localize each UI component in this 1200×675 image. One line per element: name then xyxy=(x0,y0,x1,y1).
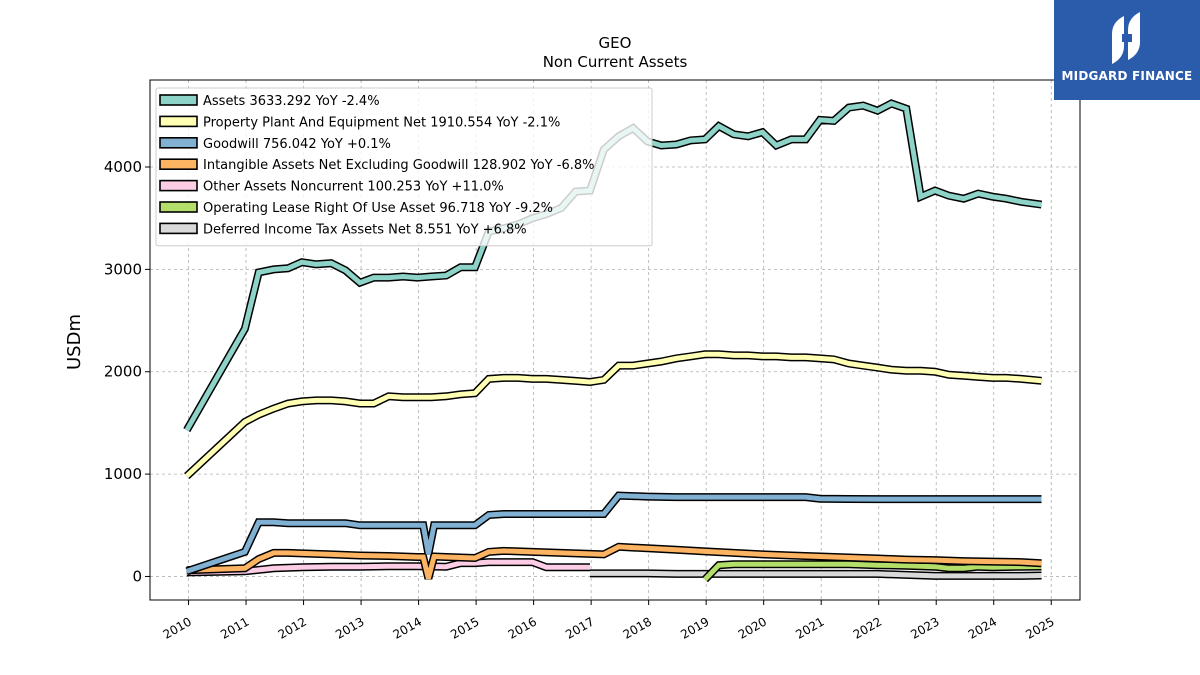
y-tick-label: 3000 xyxy=(104,260,142,278)
legend-label: Assets 3633.292 YoY -2.4% xyxy=(203,94,380,109)
x-tick-label: 2022 xyxy=(851,614,884,641)
x-tick-label: 2010 xyxy=(161,614,194,641)
x-tick-label: 2018 xyxy=(621,614,654,641)
x-tick-label: 2024 xyxy=(966,614,999,641)
legend-item: Other Assets Noncurrent 100.253 YoY +11.… xyxy=(159,179,504,195)
legend-item: Property Plant And Equipment Net 1910.55… xyxy=(159,115,560,130)
legend-label: Goodwill 756.042 YoY +0.1% xyxy=(203,137,391,152)
chart-title: GEO xyxy=(599,34,632,52)
x-tick-label: 2020 xyxy=(736,614,769,641)
legend-item: Intangible Assets Net Excluding Goodwill… xyxy=(159,158,594,173)
y-axis-label: USDm xyxy=(64,314,85,370)
x-tick-label: 2019 xyxy=(678,614,711,641)
brand-name: MIDGARD FINANCE xyxy=(1061,69,1193,83)
legend-swatch xyxy=(159,115,198,128)
legend-box xyxy=(155,87,653,247)
series-line xyxy=(184,350,1042,480)
x-tick-label: 2021 xyxy=(793,614,826,641)
legend-label: Operating Lease Right Of Use Asset 96.71… xyxy=(203,201,553,216)
series-fill xyxy=(186,493,1042,574)
legend-label: Deferred Income Tax Assets Net 8.551 YoY… xyxy=(203,222,527,237)
legend-swatch xyxy=(159,94,198,106)
x-tick-label: 2023 xyxy=(908,614,941,641)
y-tick-label: 4000 xyxy=(104,158,142,176)
legend-label: Intangible Assets Net Excluding Goodwill… xyxy=(203,158,594,173)
series-fill xyxy=(186,544,1042,580)
brand-logo: MIDGARD FINANCE xyxy=(1054,0,1200,100)
legend-item: Assets 3633.292 YoY -2.4% xyxy=(159,94,380,109)
series-line xyxy=(186,558,590,577)
series-fill xyxy=(590,570,1042,579)
legend-swatch xyxy=(159,158,198,170)
x-tick-label: 2016 xyxy=(506,614,539,641)
x-tick-label: 2025 xyxy=(1023,614,1056,641)
legend-swatch xyxy=(159,201,198,213)
x-tick-label: 2017 xyxy=(563,614,596,641)
chart-subtitle: Non Current Assets xyxy=(543,53,688,71)
x-tick-label: 2011 xyxy=(218,614,251,641)
legend-item: Operating Lease Right Of Use Asset 96.71… xyxy=(159,201,553,216)
legend-item: Goodwill 756.042 YoY +0.1% xyxy=(159,137,391,152)
x-tick-label: 2012 xyxy=(276,614,309,641)
y-tick-label: 0 xyxy=(132,567,142,585)
series-fill xyxy=(186,559,590,575)
plot-frame xyxy=(149,79,1081,601)
legend-swatch xyxy=(159,137,198,149)
x-tick-label: 2015 xyxy=(448,614,481,641)
legend-label: Property Plant And Equipment Net 1910.55… xyxy=(203,115,560,130)
legend-swatch xyxy=(159,222,198,235)
legend-label: Other Assets Noncurrent 100.253 YoY +11.… xyxy=(203,180,504,195)
y-tick-label: 1000 xyxy=(104,465,142,483)
series-line xyxy=(185,491,1042,576)
x-tick-label: 2013 xyxy=(333,614,366,641)
legend-swatch xyxy=(159,179,198,192)
series-line xyxy=(702,560,1042,583)
brand-mark-icon xyxy=(1112,12,1140,64)
y-tick-label: 2000 xyxy=(104,363,142,381)
series-line xyxy=(186,542,1042,580)
x-tick-label: 2014 xyxy=(391,614,424,641)
series-fill xyxy=(185,351,1042,478)
series-lines xyxy=(183,99,1043,583)
legend: Assets 3633.292 YoY -2.4% Property Plant … xyxy=(155,87,653,247)
legend-item: Deferred Income Tax Assets Net 8.551 YoY… xyxy=(159,222,527,237)
series-line xyxy=(590,569,1042,580)
series-fill xyxy=(703,561,1042,582)
